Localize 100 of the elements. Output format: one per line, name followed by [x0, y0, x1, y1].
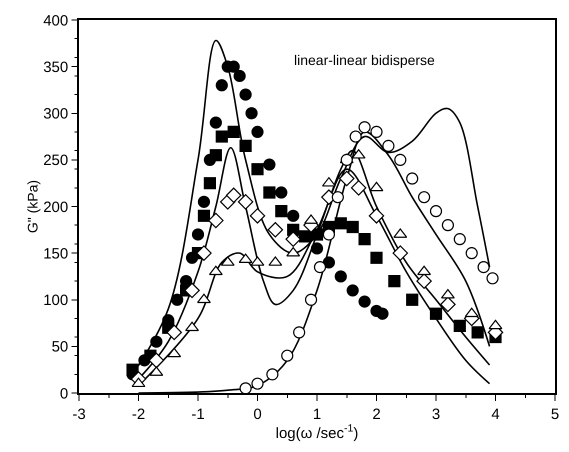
- x-tick-label: 5: [550, 406, 560, 423]
- point: [299, 230, 312, 242]
- point: [472, 326, 484, 338]
- point: [382, 140, 394, 152]
- point: [394, 154, 406, 166]
- x-tick-label: 1: [312, 406, 322, 423]
- y-tick-label: 0: [60, 385, 68, 402]
- point: [238, 194, 254, 210]
- point: [250, 208, 266, 224]
- point: [310, 242, 324, 255]
- point: [358, 121, 371, 134]
- point: [334, 270, 347, 283]
- point: [266, 368, 278, 380]
- point: [350, 130, 362, 143]
- point: [198, 196, 210, 208]
- point: [314, 261, 326, 274]
- y-tick-label: 350: [43, 58, 68, 76]
- point: [166, 324, 182, 340]
- point: [185, 322, 199, 332]
- point: [358, 233, 371, 246]
- point: [310, 228, 324, 241]
- point: [370, 126, 383, 138]
- point: [346, 220, 359, 234]
- point: [346, 284, 359, 297]
- point: [268, 222, 284, 238]
- point: [251, 163, 264, 176]
- point: [210, 116, 222, 129]
- point: [287, 210, 300, 222]
- point: [171, 294, 184, 306]
- point: [263, 158, 276, 171]
- point: [322, 228, 335, 241]
- point: [442, 219, 454, 232]
- x-tick-label: 2: [372, 406, 381, 423]
- point: [304, 294, 318, 306]
- point: [216, 130, 228, 143]
- point: [250, 256, 264, 266]
- point: [486, 272, 499, 284]
- y-tick-label: 250: [43, 152, 68, 170]
- point: [132, 378, 146, 388]
- point: [370, 182, 384, 192]
- y-tick-label: 400: [43, 12, 68, 30]
- point: [196, 245, 212, 261]
- point: [358, 296, 371, 308]
- y-tick-label: 150: [43, 245, 68, 262]
- point: [251, 378, 264, 390]
- x-tick-label: 4: [491, 406, 500, 423]
- point: [304, 214, 318, 224]
- point: [275, 205, 288, 218]
- x-axis-title: log(ω /sec$^{-1}$): [276, 422, 358, 442]
- point: [370, 252, 383, 264]
- point: [192, 228, 204, 241]
- point: [263, 186, 276, 199]
- point: [228, 126, 240, 138]
- point: [454, 233, 466, 246]
- point: [234, 70, 246, 82]
- point: [430, 308, 442, 320]
- point: [440, 296, 456, 312]
- point: [204, 177, 216, 190]
- point: [322, 256, 335, 269]
- y-axis-title: G" (kPa): [24, 180, 40, 234]
- point: [184, 282, 200, 298]
- point: [251, 126, 264, 138]
- y-tick-label: 300: [43, 106, 68, 122]
- point: [240, 88, 252, 101]
- y-tick-label: 50: [52, 338, 68, 356]
- point: [216, 79, 228, 92]
- point: [240, 382, 252, 393]
- point: [430, 205, 442, 218]
- point: [281, 350, 294, 362]
- point: [478, 261, 490, 274]
- point: [245, 107, 258, 120]
- point: [340, 154, 353, 166]
- point: [198, 210, 210, 222]
- point: [388, 275, 400, 288]
- point: [334, 217, 347, 230]
- annotation: linear-linear bidisperse: [294, 52, 436, 68]
- point: [392, 245, 408, 261]
- x-tick-label: -2: [132, 406, 146, 423]
- point: [416, 273, 432, 289]
- point: [376, 308, 389, 320]
- point: [275, 186, 288, 199]
- point: [488, 320, 502, 330]
- point: [368, 208, 384, 224]
- point: [350, 180, 366, 196]
- point: [406, 172, 418, 185]
- x-tick-label: 3: [432, 406, 440, 423]
- x-tick-label: -3: [72, 406, 86, 423]
- point: [240, 140, 252, 152]
- point: [293, 326, 306, 338]
- point: [454, 320, 466, 332]
- point: [466, 247, 478, 260]
- point: [126, 364, 139, 376]
- point: [285, 231, 301, 247]
- point: [150, 336, 162, 348]
- point: [210, 149, 222, 162]
- point: [197, 294, 211, 304]
- x-tick-label: 0: [253, 406, 262, 423]
- point: [418, 191, 430, 204]
- point: [208, 212, 224, 228]
- point: [226, 188, 242, 204]
